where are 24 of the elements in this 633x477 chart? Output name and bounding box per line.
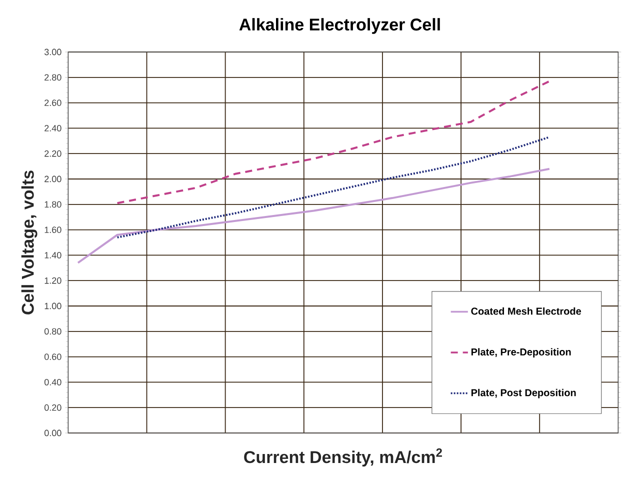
y-tick-label: 0.40	[44, 378, 62, 386]
y-tick-label: 2.60	[44, 100, 62, 106]
y-tick-label: 0.80	[44, 328, 62, 335]
y-tick-label: 1.80	[44, 201, 62, 208]
y-tick-label: 0.20	[44, 404, 62, 411]
y-tick-label: 2.40	[44, 125, 62, 132]
x-axis-title: Current Density, mA/cm$^{2}$	[244, 448, 442, 466]
y-tick-label: 3.00	[44, 48, 62, 56]
y-tick-label: 1.60	[44, 226, 62, 233]
y-axis-title: Cell Voltage, volts	[21, 170, 38, 314]
legend-label: Plate, Pre-Deposition	[471, 348, 571, 358]
y-tick-label: 1.00	[44, 302, 62, 310]
line-series	[116, 80, 550, 204]
legend-label: Coated Mesh Electrode	[471, 307, 582, 315]
y-tick-label: 2.20	[44, 150, 62, 157]
chart-title: Alkaline Electrolyzer Cell	[239, 18, 440, 34]
y-tick-label: 0.60	[44, 354, 62, 360]
y-tick-label: 2.00	[44, 176, 62, 182]
line-series	[116, 136, 550, 238]
legend-label: Plate, Post Deposition	[471, 388, 576, 398]
y-tick-label: 1.20	[44, 277, 62, 284]
y-tick-label: 0.00	[44, 430, 62, 436]
y-tick-label: 2.80	[44, 74, 62, 81]
y-tick-label: 1.40	[44, 252, 62, 258]
